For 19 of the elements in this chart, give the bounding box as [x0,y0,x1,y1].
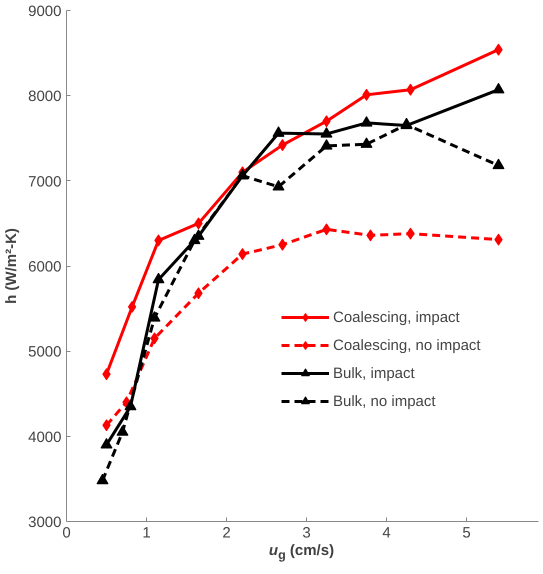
x-tick-label: 3 [302,524,311,542]
x-tick-label: 2 [222,524,231,542]
y-tick-label: 6000 [28,258,62,276]
x-tick-label: 1 [142,524,151,542]
x-tick-label: 5 [462,524,471,542]
y-tick-label: 9000 [28,3,62,20]
legend-label: Bulk, impact [333,364,415,382]
legend-label: Coalescing, impact [333,308,460,326]
y-tick-label: 4000 [28,428,62,446]
legend-label: Coalescing, no impact [333,336,481,354]
y-tick-label: 8000 [28,88,62,106]
x-tick-label: 4 [382,524,391,542]
y-axis-title: h (W/m²-K) [3,228,20,304]
y-tick-label: 5000 [28,344,62,361]
y-tick-label: 3000 [28,514,62,531]
y-tick-label: 7000 [28,173,62,190]
legend-label: Bulk, no impact [333,392,436,410]
x-axis-title: u$_{g}$ (cm/s) [268,542,334,562]
x-tick-label: 0 [62,524,71,542]
